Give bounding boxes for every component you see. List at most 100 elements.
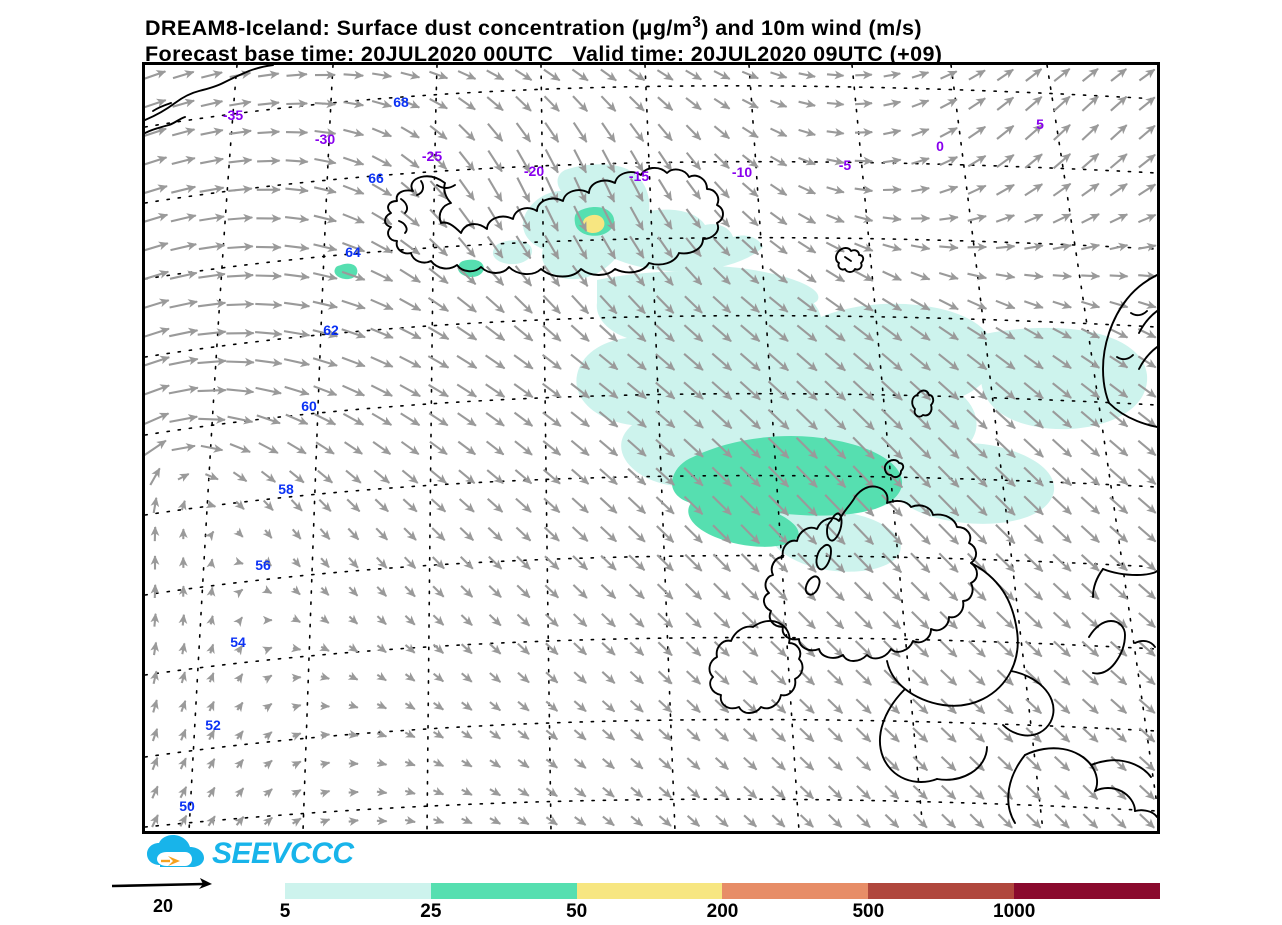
wind-arrow xyxy=(1051,495,1072,515)
wind-arrow xyxy=(399,268,421,284)
wind-arrow xyxy=(572,613,588,628)
wind-arrow xyxy=(770,698,787,714)
wind-arrow xyxy=(312,300,339,310)
wind-arrow xyxy=(457,266,477,286)
wind-arrow xyxy=(226,357,255,367)
wind-arrow xyxy=(1109,525,1129,543)
wind-arrow xyxy=(371,99,393,109)
wind-arrow xyxy=(429,124,448,140)
wind-arrow xyxy=(513,383,534,399)
colorbar-band-6 xyxy=(1014,883,1160,899)
wind-arrow xyxy=(939,640,958,658)
wind-arrow xyxy=(428,267,449,285)
wind-arrow xyxy=(655,324,675,343)
wind-arrow xyxy=(912,784,928,800)
wind-arrow xyxy=(1081,582,1100,600)
wind-arrow xyxy=(1138,583,1156,600)
wind-arrow xyxy=(371,155,393,168)
wind-arrow xyxy=(684,553,703,572)
wind-arrow xyxy=(206,586,216,597)
wind-arrow xyxy=(796,380,818,401)
wind-arrow xyxy=(198,415,226,424)
wind-arrow xyxy=(1024,213,1044,224)
wind-arrow xyxy=(255,271,282,281)
wind-arrow xyxy=(400,153,420,169)
wind-arrow xyxy=(457,70,477,80)
colorbar-band-4 xyxy=(722,883,869,899)
wind-arrow xyxy=(260,470,276,483)
wind-arrow xyxy=(1109,383,1129,399)
wind-arrow xyxy=(966,353,988,371)
wind-arrow xyxy=(598,410,619,428)
wind-arrow xyxy=(343,128,365,138)
wind-arrow xyxy=(145,270,170,280)
wind-arrow xyxy=(1081,669,1099,686)
wind-arrow xyxy=(456,325,478,341)
wind-arrow xyxy=(630,786,644,799)
wind-arrow xyxy=(883,99,902,109)
wind-arrow xyxy=(656,583,674,600)
wind-arrow xyxy=(686,786,701,799)
wind-arrow xyxy=(371,211,393,226)
wind-arrow xyxy=(343,99,365,109)
wind-arrow xyxy=(767,408,790,430)
wind-arrow xyxy=(1110,698,1128,714)
wind-arrow xyxy=(376,615,387,626)
wind-arrow xyxy=(429,97,448,110)
wind-arrow xyxy=(629,641,645,656)
wind-arrow xyxy=(884,756,900,772)
wind-arrow xyxy=(824,436,847,460)
wind-arrow xyxy=(714,785,729,799)
wind-arrow xyxy=(739,409,761,430)
wind-arrow xyxy=(996,68,1014,82)
wind-arrow xyxy=(995,214,1016,223)
wind-arrow xyxy=(544,205,559,232)
wind-arrow xyxy=(344,441,363,455)
wind-arrow xyxy=(319,789,331,798)
wind-arrow xyxy=(262,499,274,512)
wind-arrow xyxy=(288,470,305,484)
wind-arrow xyxy=(795,436,818,460)
wind-arrow xyxy=(399,297,422,312)
wind-arrow xyxy=(882,214,902,223)
wind-arrow xyxy=(1080,439,1101,457)
wind-arrow xyxy=(882,243,902,252)
wind-arrow xyxy=(740,324,761,343)
wind-arrow xyxy=(488,555,503,570)
wind-arrow xyxy=(741,70,759,80)
seevccc-logo[interactable]: SEEVCCC xyxy=(146,833,386,875)
wind-arrow xyxy=(404,614,416,626)
wind-arrow xyxy=(683,353,704,371)
wind-arrow xyxy=(1110,95,1128,112)
wind-arrow xyxy=(342,412,365,426)
wind-arrow xyxy=(938,552,959,573)
wind-arrow xyxy=(853,297,874,312)
wind-arrow xyxy=(657,178,673,201)
wind-arrow xyxy=(197,328,227,338)
wind-arrow xyxy=(404,700,416,710)
wind-arrow xyxy=(200,127,224,137)
wind-arrow xyxy=(939,98,958,110)
wind-arrow xyxy=(938,298,959,311)
wind-arrow xyxy=(515,526,532,542)
wind-arrow xyxy=(257,99,280,108)
wind-arrow xyxy=(741,582,760,601)
wind-arrow xyxy=(542,294,561,315)
wind-arrow xyxy=(206,729,216,741)
map-plot-area[interactable]: -35 -30 -25 -20 -15 -10 -5 0 5 68 66 64 62 60 58 56 54 5… xyxy=(142,62,1160,834)
wind-arrow xyxy=(233,644,244,656)
wind-arrow xyxy=(543,95,560,112)
wind-arrow xyxy=(370,240,393,254)
wind-arrow xyxy=(486,469,504,485)
wind-arrow xyxy=(347,643,359,653)
wind-arrow xyxy=(233,701,244,713)
wind-arrow xyxy=(150,496,160,514)
wind-arrow xyxy=(489,815,502,825)
wind-arrow xyxy=(826,99,845,109)
longitude-label--10: -10 xyxy=(731,164,753,180)
wind-arrow xyxy=(404,729,416,739)
wind-arrow xyxy=(1024,153,1043,169)
wind-arrow xyxy=(572,584,588,599)
wind-arrow xyxy=(197,386,227,395)
latitude-label-54: 54 xyxy=(230,634,246,650)
